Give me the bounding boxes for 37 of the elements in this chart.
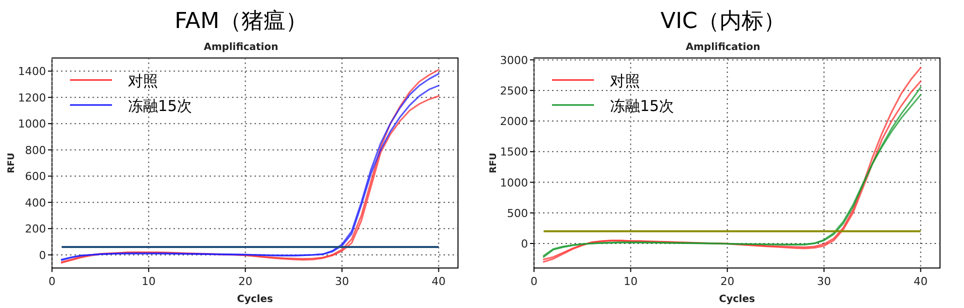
chart-title: FAM（猪瘟） [174, 9, 308, 34]
y-tick-label: 0 [521, 238, 528, 251]
legend-label: 冻融15次 [128, 97, 192, 115]
y-tick-label: 200 [25, 222, 46, 236]
y-tick-label: 0 [39, 248, 46, 262]
y-tick-label: 3000 [500, 54, 528, 67]
x-tick-label: 40 [432, 275, 446, 288]
legend-label: 冻融15次 [610, 97, 674, 115]
x-tick-label: 10 [142, 275, 156, 288]
y-tick-label: 600 [25, 170, 46, 184]
x-tick-label: 20 [720, 275, 734, 288]
x-tick-label: 10 [624, 275, 638, 288]
y-tick-label: 1000 [18, 118, 46, 131]
x-tick-label: 30 [335, 275, 349, 288]
chart-subtitle: Amplification [686, 42, 760, 53]
y-axis-title: RFU [489, 152, 499, 174]
y-tick-label: 1500 [500, 146, 528, 159]
y-tick-label: 2500 [500, 84, 528, 98]
chart-subtitle: Amplification [204, 42, 278, 53]
x-tick-label: 40 [914, 275, 928, 288]
x-tick-label: 30 [817, 275, 831, 288]
y-tick-label: 800 [25, 144, 46, 157]
y-tick-label: 1000 [500, 176, 528, 190]
y-tick-label: 1200 [18, 91, 46, 104]
y-axis-title: RFU [7, 152, 17, 174]
y-tick-label: 500 [507, 206, 528, 220]
x-tick-label: 20 [238, 275, 252, 288]
y-tick-label: 400 [25, 196, 46, 210]
y-tick-label: 2000 [500, 115, 528, 128]
x-axis-title: Cycles [237, 294, 274, 305]
x-tick-label: 0 [530, 275, 538, 288]
x-axis-title: Cycles [719, 294, 756, 305]
y-tick-label: 1400 [18, 65, 46, 78]
legend-label: 对照 [128, 72, 158, 90]
legend-label: 对照 [610, 72, 640, 90]
x-tick-label: 0 [48, 275, 56, 288]
chart-title: VIC（内标） [660, 9, 786, 34]
